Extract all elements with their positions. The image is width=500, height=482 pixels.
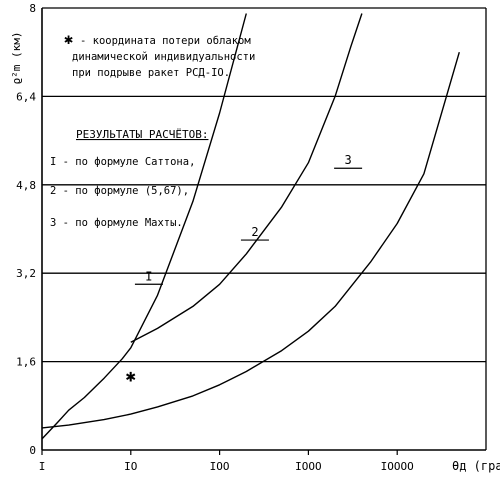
series-lines: [41, 13, 460, 440]
x-tick-labels: I IO IOO IOOO IOOOO: [39, 450, 414, 473]
y-tick-labels: 0 1,6 3,2 4,8 6,4 8: [16, 2, 36, 457]
x-axis-label: θд (град): [452, 459, 500, 473]
x-tick-label-3: IOOO: [295, 460, 322, 473]
x-tick-label-4: IOOOO: [381, 460, 414, 473]
series-label-1: I: [145, 269, 152, 283]
y-tick-label-3: 4,8: [16, 179, 36, 192]
x-tick-label-2: IOO: [210, 460, 230, 473]
y-tick-label-1: 1,6: [16, 356, 36, 369]
x-tick-label-1: IO: [124, 460, 137, 473]
series-line-2: [130, 13, 363, 343]
marker-note-text: - координата потери облаком динамической …: [72, 35, 255, 79]
series-label-3: 3: [344, 153, 351, 167]
marker-symbol-legend: ✱: [64, 30, 73, 48]
series-line-1: [41, 13, 247, 440]
series-label-2: 2: [251, 225, 258, 239]
y-tick-label-5: 8: [29, 2, 36, 15]
legend-entry-3: 3 - по формуле Махты.: [50, 217, 183, 229]
marker-note-line-3: при подрыве ракет РСД-IO.: [72, 67, 230, 79]
axes: [41, 8, 487, 451]
series-line-3: [41, 52, 460, 429]
grid-lines: [42, 7, 486, 363]
y-tick-label-0: 0: [29, 444, 36, 457]
legend-entry-1: I - по формуле Саттона,: [50, 156, 195, 168]
x-tick-label-0: I: [39, 460, 46, 473]
legend-entry-2: 2 - по формуле (5,67),: [50, 185, 189, 197]
results-title: РЕЗУЛЬТАТЫ РАСЧЁТОВ:: [76, 128, 208, 141]
y-tick-label-4: 6,4: [16, 90, 36, 103]
series-labels: I 2 3: [134, 153, 363, 285]
marker-note-line-1: - координата потери облаком: [80, 35, 251, 47]
marker-note-line-2: динамической индивидуальности: [72, 51, 255, 63]
y-axis-label: ϱ²m (км): [10, 32, 23, 85]
marker-point: ✱: [126, 366, 136, 386]
y-tick-label-2: 3,2: [16, 267, 36, 280]
